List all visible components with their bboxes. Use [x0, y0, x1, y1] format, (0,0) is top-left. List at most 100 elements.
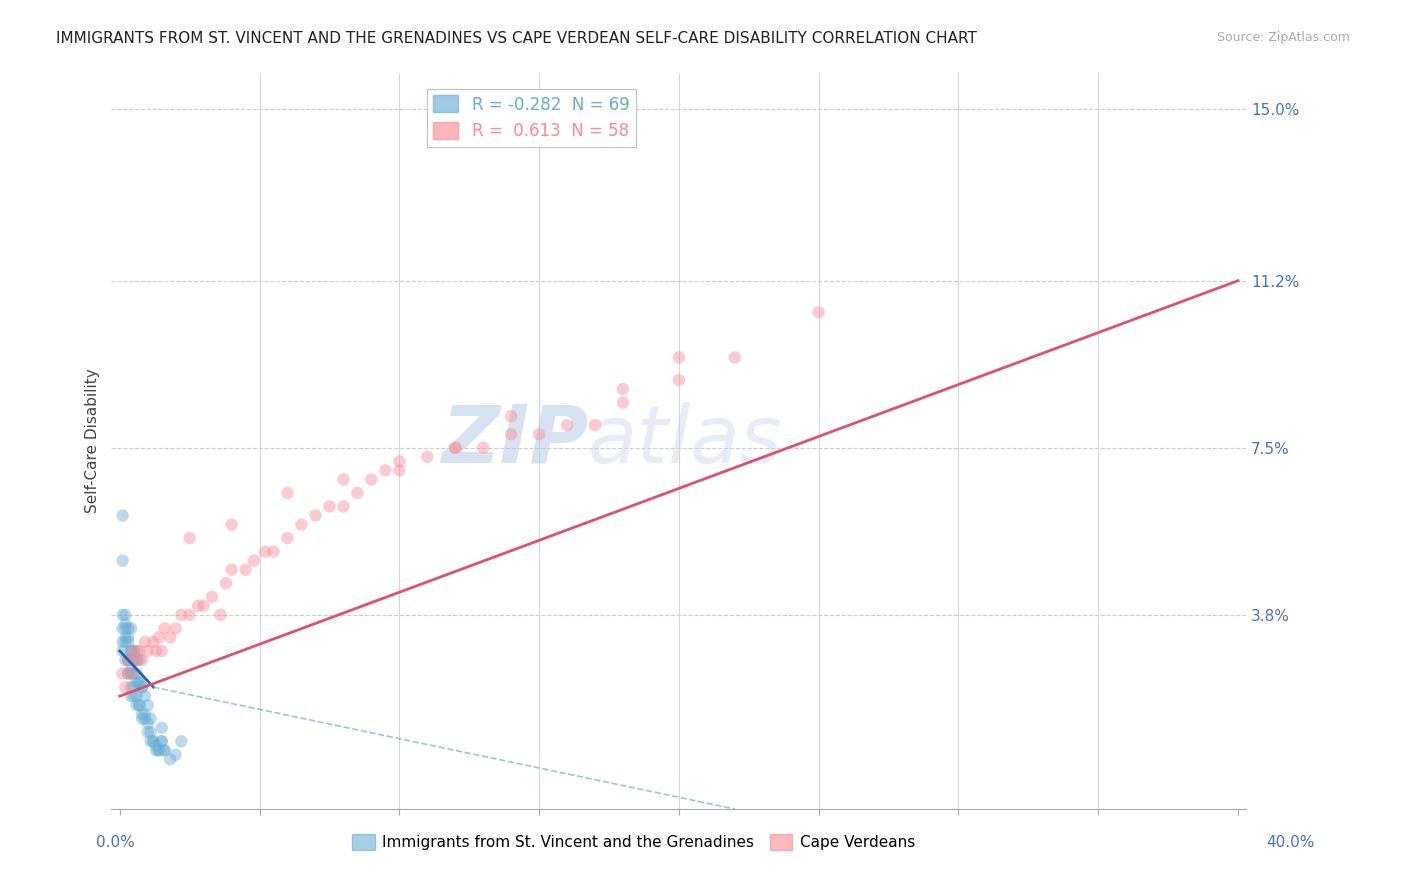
- Point: [807, 305, 830, 319]
- Point: [111, 607, 134, 622]
- Point: [555, 418, 578, 433]
- Point: [527, 427, 550, 442]
- Point: [111, 666, 134, 681]
- Point: [122, 644, 145, 658]
- Point: [125, 698, 148, 713]
- Point: [122, 680, 145, 694]
- Point: [111, 508, 134, 523]
- Point: [179, 607, 201, 622]
- Point: [221, 517, 243, 532]
- Point: [263, 544, 285, 558]
- Point: [150, 721, 173, 735]
- Point: [120, 662, 142, 676]
- Point: [668, 373, 690, 387]
- Point: [120, 680, 142, 694]
- Point: [134, 635, 156, 649]
- Point: [170, 734, 193, 748]
- Point: [318, 500, 340, 514]
- Point: [145, 644, 167, 658]
- Point: [193, 599, 215, 613]
- Point: [131, 653, 153, 667]
- Point: [724, 351, 747, 365]
- Point: [145, 739, 167, 753]
- Point: [148, 743, 170, 757]
- Point: [170, 607, 193, 622]
- Point: [165, 621, 187, 635]
- Point: [501, 427, 523, 442]
- Point: [134, 689, 156, 703]
- Point: [122, 666, 145, 681]
- Point: [120, 621, 142, 635]
- Text: IMMIGRANTS FROM ST. VINCENT AND THE GRENADINES VS CAPE VERDEAN SELF-CARE DISABIL: IMMIGRANTS FROM ST. VINCENT AND THE GREN…: [56, 31, 977, 46]
- Point: [668, 351, 690, 365]
- Point: [290, 517, 312, 532]
- Legend: R = -0.282  N = 69, R =  0.613  N = 58: R = -0.282 N = 69, R = 0.613 N = 58: [426, 88, 636, 146]
- Point: [128, 675, 150, 690]
- Point: [142, 734, 165, 748]
- Point: [128, 698, 150, 713]
- Point: [114, 607, 136, 622]
- Point: [114, 653, 136, 667]
- Point: [153, 743, 176, 757]
- Point: [117, 653, 139, 667]
- Point: [122, 644, 145, 658]
- Point: [111, 621, 134, 635]
- Point: [159, 631, 181, 645]
- Point: [131, 680, 153, 694]
- Point: [501, 409, 523, 424]
- Point: [444, 441, 467, 455]
- Point: [209, 607, 232, 622]
- Text: ZIP: ZIP: [440, 402, 588, 480]
- Point: [125, 689, 148, 703]
- Point: [114, 631, 136, 645]
- Point: [117, 621, 139, 635]
- Point: [444, 441, 467, 455]
- Point: [120, 644, 142, 658]
- Point: [125, 653, 148, 667]
- Point: [111, 644, 134, 658]
- Point: [117, 666, 139, 681]
- Point: [134, 707, 156, 722]
- Point: [159, 752, 181, 766]
- Point: [165, 747, 187, 762]
- Point: [128, 644, 150, 658]
- Point: [276, 531, 298, 545]
- Point: [139, 734, 162, 748]
- Point: [179, 531, 201, 545]
- Point: [120, 689, 142, 703]
- Text: 0.0%: 0.0%: [96, 836, 135, 850]
- Point: [148, 631, 170, 645]
- Point: [125, 653, 148, 667]
- Point: [201, 590, 224, 604]
- Point: [215, 576, 238, 591]
- Point: [117, 635, 139, 649]
- Point: [117, 653, 139, 667]
- Point: [150, 644, 173, 658]
- Point: [332, 472, 354, 486]
- Point: [150, 734, 173, 748]
- Point: [131, 707, 153, 722]
- Point: [136, 725, 159, 739]
- Point: [150, 734, 173, 748]
- Point: [134, 712, 156, 726]
- Text: Source: ZipAtlas.com: Source: ZipAtlas.com: [1216, 31, 1350, 45]
- Point: [120, 666, 142, 681]
- Point: [111, 635, 134, 649]
- Point: [388, 463, 411, 477]
- Point: [114, 621, 136, 635]
- Point: [276, 486, 298, 500]
- Point: [332, 500, 354, 514]
- Point: [117, 631, 139, 645]
- Point: [136, 644, 159, 658]
- Point: [148, 743, 170, 757]
- Point: [187, 599, 209, 613]
- Point: [120, 666, 142, 681]
- Point: [117, 653, 139, 667]
- Point: [128, 653, 150, 667]
- Y-axis label: Self-Care Disability: Self-Care Disability: [86, 368, 100, 514]
- Point: [139, 712, 162, 726]
- Point: [125, 666, 148, 681]
- Point: [136, 716, 159, 731]
- Point: [131, 712, 153, 726]
- Point: [128, 698, 150, 713]
